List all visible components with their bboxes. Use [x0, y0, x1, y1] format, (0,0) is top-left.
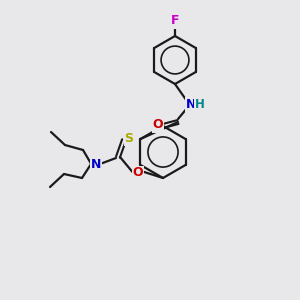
Text: H: H	[195, 98, 205, 110]
Text: O: O	[153, 118, 163, 131]
Text: S: S	[124, 131, 134, 145]
Text: O: O	[133, 167, 143, 179]
Text: F: F	[171, 14, 179, 28]
Text: N: N	[91, 158, 101, 170]
Text: N: N	[186, 98, 196, 110]
